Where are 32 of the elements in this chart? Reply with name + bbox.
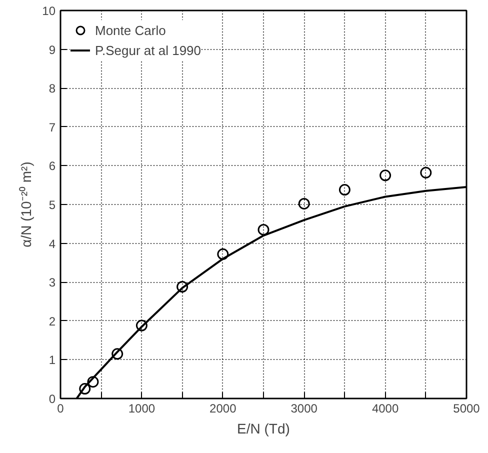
point: [380, 170, 392, 182]
point: [112, 348, 124, 360]
x-tick-label: 1000: [128, 402, 156, 416]
x-tick-label: 0: [57, 402, 64, 416]
y-tick-label: 4: [48, 236, 56, 251]
point: [298, 198, 310, 210]
y-tick-label: 10: [42, 4, 56, 18]
point: [136, 320, 148, 332]
x-axis-title: E/N (Td): [237, 420, 290, 436]
y-tick-label: 2: [48, 314, 56, 328]
point: [338, 184, 350, 196]
point: [79, 383, 91, 395]
y-tick-label: 6: [48, 159, 56, 174]
point: [217, 248, 229, 260]
y-tick-label: 1: [48, 353, 56, 368]
legend-label: P.Segur at al 1990: [95, 42, 202, 58]
x-tick-label: 3000: [290, 402, 318, 416]
y-tick-label: 0: [48, 392, 56, 406]
legend-label: Monte Carlo: [95, 22, 166, 38]
point: [420, 166, 432, 178]
x-tick-label: 4000: [372, 402, 399, 416]
y-axis-title: α/N (10⁻²⁰ m²): [18, 162, 34, 248]
y-tick-label: 3: [48, 276, 56, 290]
point: [176, 281, 188, 292]
point: [87, 376, 99, 388]
y-tick-label: 9: [48, 42, 56, 57]
y-tick-label: 8: [48, 82, 56, 96]
y-tick-label: 7: [48, 120, 56, 134]
point: [258, 224, 270, 236]
x-tick-label: 2000: [210, 402, 237, 416]
y-tick-label: 5: [48, 198, 56, 212]
x-tick-label: 5000: [453, 402, 480, 416]
